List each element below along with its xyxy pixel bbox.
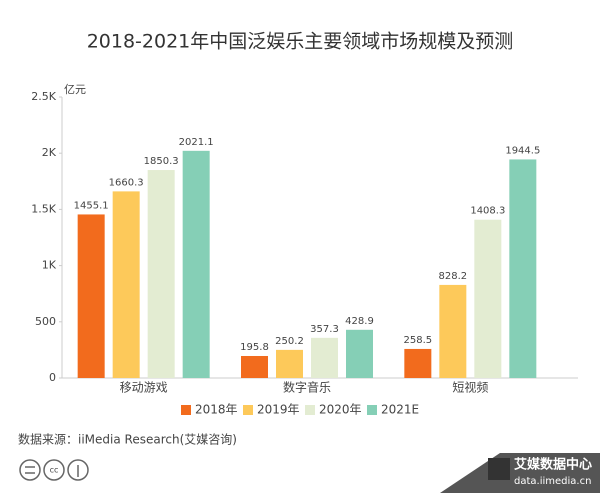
y-unit: 亿元: [64, 83, 86, 96]
value-label: 1408.3: [470, 206, 505, 217]
bar: [509, 159, 537, 378]
x-tick-label: 移动游戏: [120, 381, 168, 395]
value-label: 2021.1: [179, 137, 214, 148]
source: 数据来源：iiMedia Research(艾媒咨询): [18, 432, 237, 447]
y-tick-label: 2K: [42, 146, 57, 159]
value-label: 1455.1: [74, 200, 109, 211]
bar: [147, 170, 175, 378]
legend-swatch: [181, 405, 191, 415]
legend-swatch: [305, 405, 315, 415]
value-label: 1850.3: [144, 156, 179, 167]
brand-band: [440, 453, 600, 493]
bar: [112, 191, 140, 378]
brand-logo: [488, 458, 510, 480]
bar: [182, 150, 210, 378]
bar: [439, 284, 467, 378]
y-tick-label: 2.5K: [31, 90, 56, 103]
y-tick-label: 1.5K: [31, 202, 56, 215]
legend-label: 2019年: [257, 403, 300, 417]
y-tick-label: 500: [35, 315, 56, 328]
bar: [311, 337, 338, 378]
value-label: 428.9: [345, 316, 374, 327]
value-label: 1944.5: [505, 145, 540, 156]
x-tick-label: 数字音乐: [283, 380, 331, 395]
bar: [474, 219, 502, 378]
legend-label: 2021E: [381, 403, 419, 417]
bar: [77, 214, 105, 378]
brand-url: data.iimedia.cn: [514, 476, 591, 487]
value-label: 1660.3: [109, 177, 144, 188]
value-label: 250.2: [275, 336, 304, 347]
value-label: 195.8: [240, 342, 269, 353]
bar: [404, 348, 432, 378]
bar: [346, 329, 373, 378]
legend-label: 2020年: [319, 403, 362, 417]
value-label: 258.5: [404, 335, 433, 346]
value-label: 357.3: [310, 324, 339, 335]
chart-title: 2018-2021年中国泛娱乐主要领域市场规模及预测: [87, 31, 514, 53]
legend-swatch: [367, 405, 377, 415]
legend-swatch: [243, 405, 253, 415]
legend-label: 2018年: [195, 403, 238, 417]
y-tick-label: 1K: [42, 259, 57, 272]
bar: [276, 349, 303, 378]
x-tick-label: 短视频: [452, 380, 488, 395]
license-icons: [19, 459, 89, 481]
brand-name: 艾媒数据中心: [514, 457, 592, 473]
y-tick-label: 0: [49, 371, 56, 384]
bar: [241, 355, 268, 378]
cc-icon-text: cc: [50, 466, 59, 475]
value-label: 828.2: [439, 271, 468, 282]
